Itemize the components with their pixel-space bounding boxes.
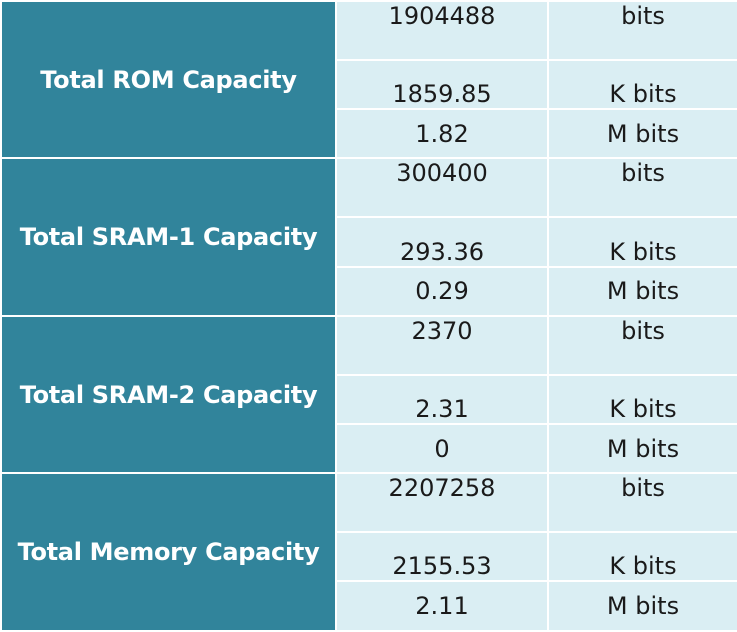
capacity-unit: K bits <box>547 216 737 268</box>
table-row: Total Memory Capacity 2207258 bits <box>0 472 737 632</box>
capacity-value: 293.36 <box>335 216 549 268</box>
table-row: 1859.85 K bits <box>1 58 737 111</box>
group-label: Total SRAM-1 Capacity <box>0 157 337 317</box>
capacity-unit: bits <box>547 157 737 219</box>
capacity-unit: M bits <box>547 108 737 160</box>
capacity-value: 0 <box>335 422 549 475</box>
capacity-value: 300400 <box>335 157 549 219</box>
capacity-unit: bits <box>547 472 737 533</box>
table-row: Total SRAM-2 Capacity 2370 bits <box>0 314 737 475</box>
capacity-unit: K bits <box>547 58 737 111</box>
table-row: 2155.53 K bits <box>1 530 737 583</box>
table-row: 1.82 M bits <box>1 108 737 160</box>
capacity-value: 2.11 <box>335 580 549 632</box>
table-row: Total ROM Capacity 1904488 bits <box>0 0 737 160</box>
table-row: Total SRAM-1 Capacity 300400 bits <box>0 157 737 317</box>
capacity-unit: M bits <box>547 265 737 317</box>
capacity-value: 2370 <box>335 314 549 376</box>
capacity-value: 1904488 <box>335 0 549 61</box>
capacity-unit: K bits <box>547 373 737 425</box>
capacity-value: 2.31 <box>335 373 549 425</box>
capacity-value: 1859.85 <box>335 58 549 111</box>
capacity-unit: K bits <box>547 530 737 583</box>
capacity-value: 2207258 <box>335 472 549 533</box>
capacity-value: 0.29 <box>335 265 549 317</box>
capacity-value: 2155.53 <box>335 530 549 583</box>
table-row: 2.31 K bits <box>1 373 737 425</box>
table-row: 293.36 K bits <box>1 216 737 268</box>
group-label: Total ROM Capacity <box>0 0 337 160</box>
table-row: 0.29 M bits <box>1 265 737 317</box>
capacity-unit: bits <box>547 314 737 376</box>
table-row: 2.11 M bits <box>1 580 737 632</box>
capacity-value: 1.82 <box>335 108 549 160</box>
group-label: Total Memory Capacity <box>0 472 337 632</box>
group-label: Total SRAM-2 Capacity <box>0 314 337 475</box>
capacity-unit: M bits <box>547 580 737 632</box>
capacity-unit: bits <box>547 0 737 61</box>
capacity-unit: M bits <box>547 422 737 475</box>
